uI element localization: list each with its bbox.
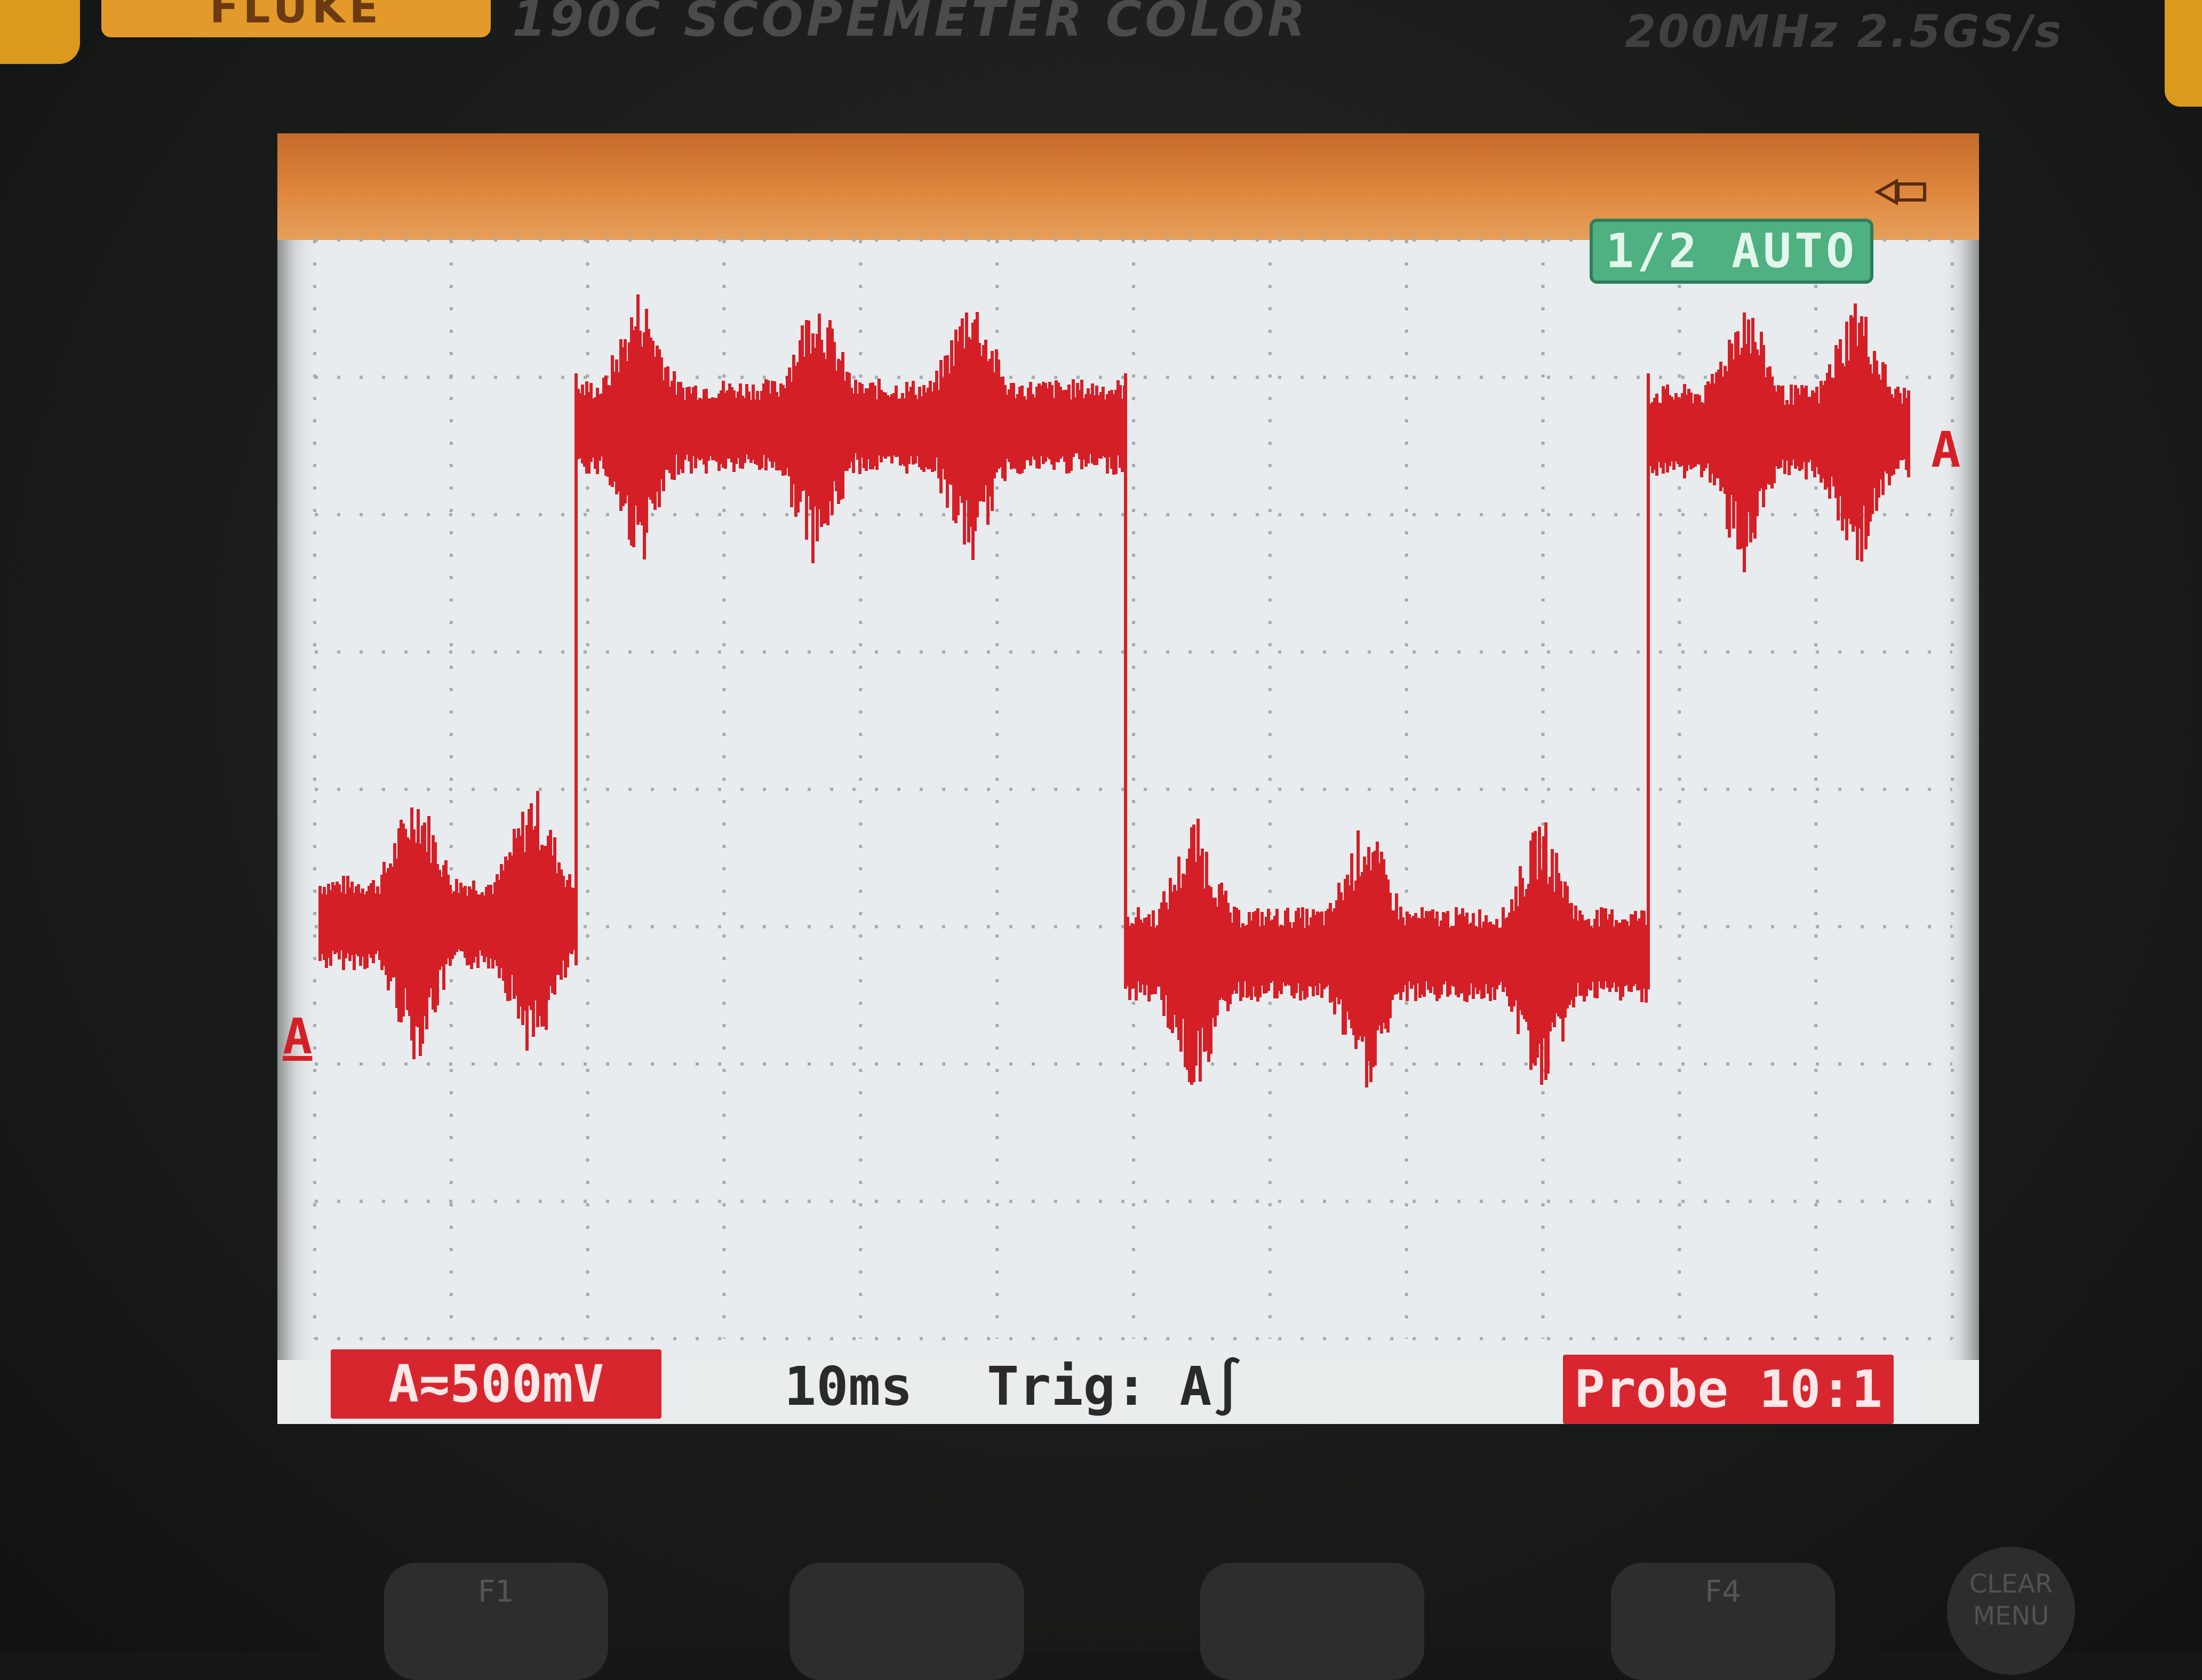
case-corner-top-right bbox=[2165, 0, 2202, 107]
softkey-f4[interactable]: F4 bbox=[1611, 1563, 1835, 1680]
trigger-readout: Trig: A∫ bbox=[987, 1355, 1244, 1418]
probe-readout: Probe 10:1 bbox=[1563, 1355, 1894, 1424]
channel-a-ground-marker: A bbox=[283, 1008, 313, 1065]
softkey-f3[interactable] bbox=[1200, 1563, 1424, 1680]
brand-logo: FLUKE bbox=[101, 0, 491, 37]
timebase-readout: 10ms bbox=[784, 1355, 913, 1418]
waveform-path bbox=[318, 294, 1910, 1087]
channel-a-trace bbox=[318, 294, 1910, 1087]
case-corner-top-left bbox=[0, 0, 80, 64]
channel-scale-readout: A≂500mV bbox=[331, 1349, 661, 1419]
status-badge: 1/2 AUTO bbox=[1590, 219, 1873, 284]
spec-label: 200MHz 2.5GS/s bbox=[1624, 5, 2063, 58]
clear-menu-label: CLEAR MENU bbox=[1969, 1569, 2053, 1631]
clear-menu-button[interactable]: CLEAR MENU bbox=[1947, 1547, 2075, 1675]
softkey-f4-label: F4 bbox=[1705, 1574, 1741, 1609]
softkey-f2[interactable] bbox=[789, 1563, 1024, 1680]
channel-a-trace-marker: A bbox=[1931, 421, 1961, 478]
model-label: 190C SCOPEMETER COLOR bbox=[512, 0, 1309, 47]
input-connector-icon bbox=[1874, 178, 1926, 206]
softkey-f1[interactable]: F1 bbox=[384, 1563, 608, 1680]
softkey-f1-label: F1 bbox=[478, 1574, 514, 1609]
waveform-plot bbox=[313, 238, 1954, 1340]
scope-screen: 1/2 AUTO A A A≂500mV 10ms Trig: A∫ Probe… bbox=[277, 133, 1979, 1424]
